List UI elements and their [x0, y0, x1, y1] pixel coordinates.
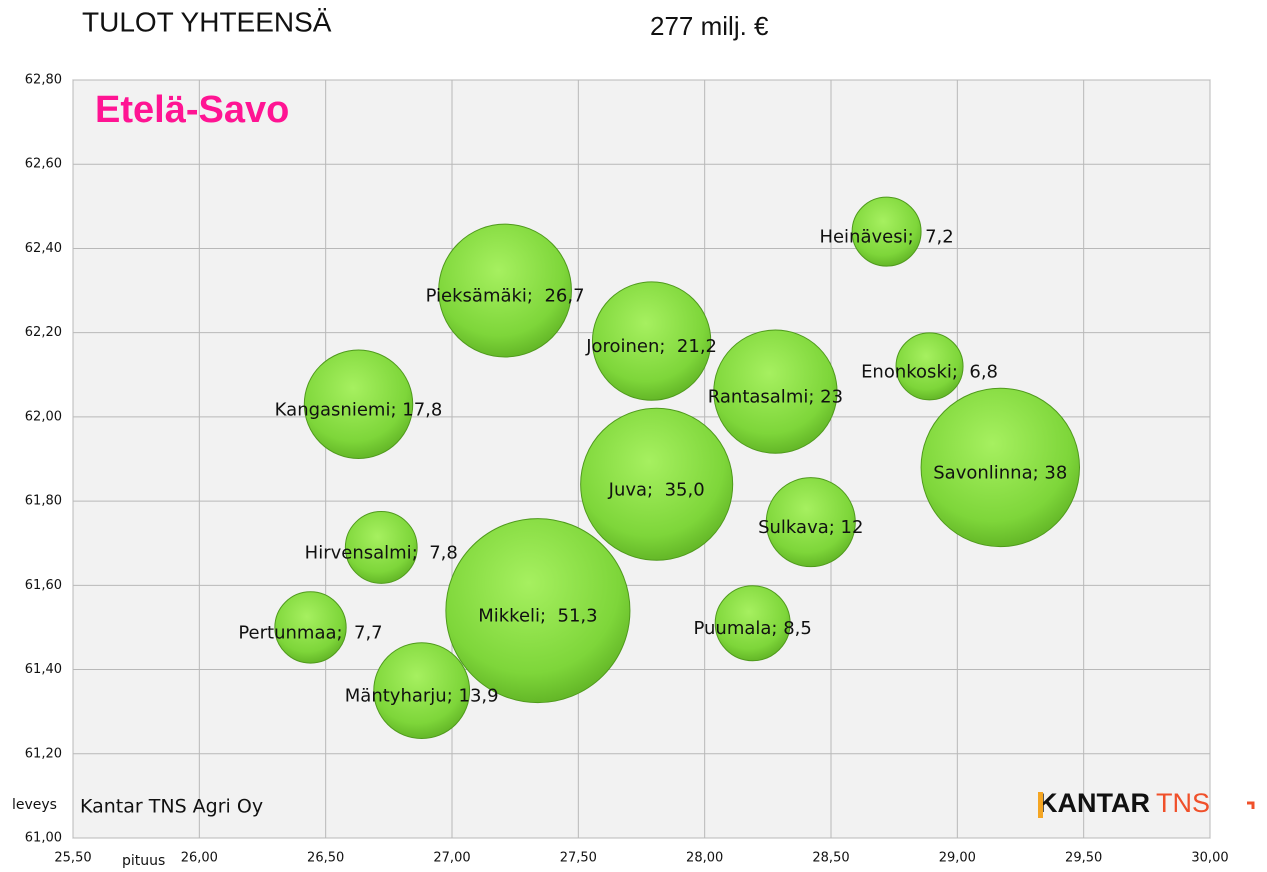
bubble: [274, 591, 347, 664]
x-tick-label: 26,00: [181, 851, 218, 866]
x-tick-label: 25,50: [54, 851, 91, 866]
data-label: Juva; 35,0: [608, 479, 705, 500]
data-label: Rantasalmi; 23: [708, 387, 843, 408]
bubble: [373, 642, 471, 740]
y-tick-label: 61,40: [25, 662, 62, 677]
bubble: [303, 349, 414, 459]
y-tick-label: 62,00: [25, 409, 62, 424]
x-tick-label: 29,00: [939, 851, 976, 866]
data-label: Hirvensalmi; 7,8: [305, 542, 458, 563]
data-label: Mikkeli; 51,3: [478, 606, 597, 627]
y-axis-label: leveys: [12, 797, 57, 813]
bubble: [895, 332, 964, 401]
bubble: [713, 329, 838, 454]
data-label: Mäntyharju; 13,9: [345, 686, 499, 707]
data-label: Sulkava; 12: [758, 517, 863, 538]
bubble: [438, 223, 572, 358]
data-label: Kangasniemi; 17,8: [275, 399, 443, 420]
logo-mark: [1247, 801, 1255, 809]
logo-mark: [1038, 792, 1043, 818]
bubble: [591, 281, 712, 401]
data-label: Enonkoski; 6,8: [861, 361, 998, 382]
bubbles: Heinävesi; 7,2 Pieksämäki; 26,7 Joroinen; …: [238, 196, 1080, 740]
y-tick-label: 61,60: [25, 578, 62, 593]
x-tick-label: 30,00: [1191, 851, 1228, 866]
bubble: [580, 407, 734, 561]
y-tick-label: 62,60: [25, 157, 62, 172]
logo: KANTAR TNS: [1038, 788, 1210, 818]
logo-part: TNS: [1156, 788, 1210, 818]
annotation: Etelä-Savo: [95, 89, 289, 131]
grid: [72, 79, 1211, 839]
chart-title: TULOT YHTEENSÄ: [82, 6, 332, 37]
data-label: Joroinen; 21,2: [585, 336, 717, 357]
y-tick-label: 61,20: [25, 746, 62, 761]
x-tick-label: 26,50: [307, 851, 344, 866]
data-label: Puumala; 8,5: [693, 618, 811, 639]
bubble: [714, 585, 791, 662]
y-tick-label: 61,80: [25, 494, 62, 509]
x-tick-label: 28,00: [686, 851, 723, 866]
source: Kantar TNS Agri Oy: [80, 796, 263, 818]
data-label: Heinävesi; 7,2: [819, 227, 953, 248]
x-tick-label: 29,50: [1065, 851, 1102, 866]
y-tick-label: 61,00: [25, 831, 62, 846]
bubble: [851, 196, 922, 267]
x-axis-label: pituus: [122, 853, 165, 869]
bubble: [765, 477, 856, 568]
chart-subtitle: 277 milj. €: [650, 11, 769, 41]
y-tick-label: 62,80: [25, 73, 62, 88]
bubble: [445, 518, 631, 704]
logo-part: KANTAR: [1038, 788, 1150, 818]
bubble: [920, 387, 1080, 548]
data-label: Pertunmaa; 7,7: [238, 622, 382, 643]
x-tick-label: 27,50: [560, 851, 597, 866]
bubble: [344, 511, 418, 584]
data-label: Pieksämäki; 26,7: [426, 286, 585, 307]
x-tick-label: 28,50: [812, 851, 849, 866]
x-tick-label: 27,00: [433, 851, 470, 866]
data-label: Savonlinna; 38: [933, 462, 1067, 483]
y-tick-label: 62,40: [25, 241, 62, 256]
y-tick-label: 62,20: [25, 325, 62, 340]
